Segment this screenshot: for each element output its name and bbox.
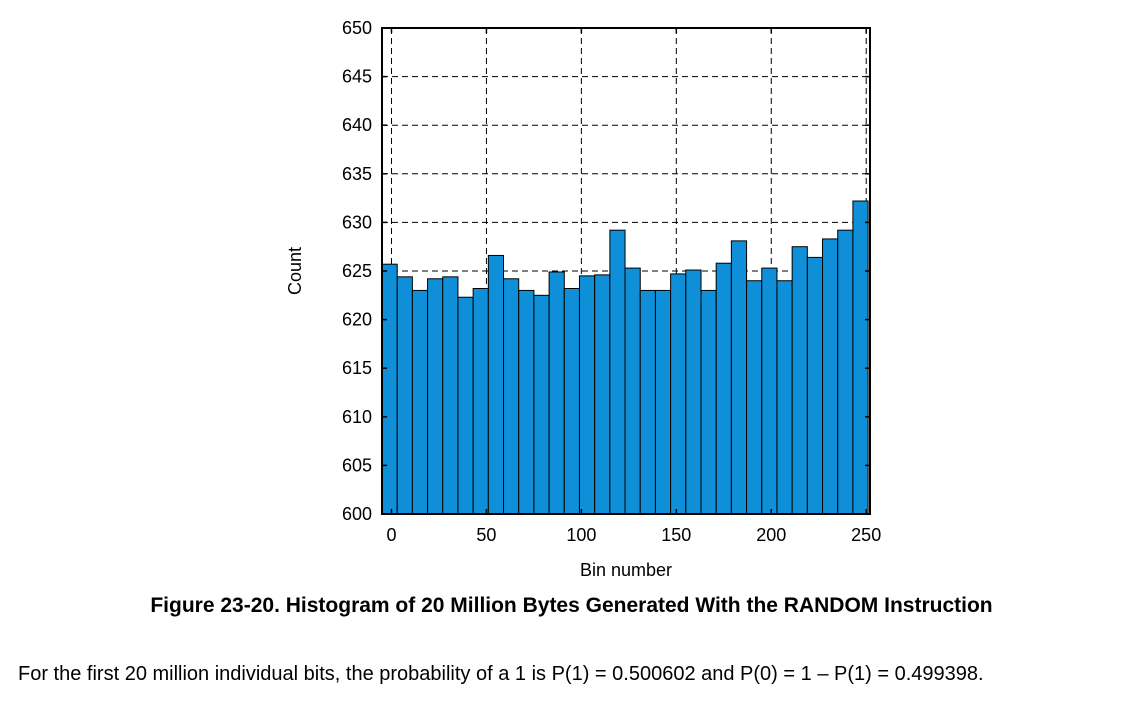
histogram-bar xyxy=(382,264,397,514)
y-tick-label: 650 xyxy=(342,18,372,38)
histogram-bar xyxy=(671,274,686,514)
histogram-bars xyxy=(382,201,868,514)
histogram-bar xyxy=(549,272,564,514)
histogram-bar xyxy=(853,201,868,514)
histogram-bar xyxy=(458,297,473,514)
histogram-bar xyxy=(640,290,655,514)
y-tick-label: 630 xyxy=(342,212,372,232)
histogram-bar xyxy=(838,230,853,514)
histogram-bar xyxy=(686,270,701,514)
histogram-bar xyxy=(412,290,427,514)
histogram-bar xyxy=(595,275,610,514)
histogram-bar xyxy=(655,290,670,514)
y-tick-label: 600 xyxy=(342,504,372,524)
histogram-bar xyxy=(428,279,443,514)
histogram-bar xyxy=(777,281,792,514)
histogram-bar xyxy=(762,268,777,514)
histogram-figure: 600 605 610 615 620 625 630 635 640 645 650 0 50 100 1… xyxy=(0,0,1143,590)
histogram-bar xyxy=(807,257,822,514)
histogram-bar xyxy=(579,276,594,514)
figure-caption: Figure 23-20. Histogram of 20 Million By… xyxy=(0,594,1143,618)
x-tick-label: 0 xyxy=(386,525,396,545)
histogram-bar xyxy=(534,295,549,514)
x-tick-label: 250 xyxy=(851,525,881,545)
y-tick-label: 610 xyxy=(342,407,372,427)
y-tick-label: 640 xyxy=(342,115,372,135)
histogram-bar xyxy=(701,290,716,514)
x-tick-label: 200 xyxy=(756,525,786,545)
histogram-bar xyxy=(610,230,625,514)
histogram-chart: 600 605 610 615 620 625 630 635 640 645 650 0 50 100 1… xyxy=(0,0,1143,590)
histogram-bar xyxy=(716,263,731,514)
histogram-bar xyxy=(488,255,503,514)
y-tick-label: 605 xyxy=(342,455,372,475)
histogram-bar xyxy=(625,268,640,514)
x-tick-label: 150 xyxy=(661,525,691,545)
histogram-bar xyxy=(443,277,458,514)
histogram-bar xyxy=(397,277,412,514)
x-tick-label: 50 xyxy=(476,525,496,545)
x-tick-label: 100 xyxy=(566,525,596,545)
y-axis-label: Count xyxy=(285,247,305,295)
histogram-bar xyxy=(747,281,762,514)
y-tick-label: 645 xyxy=(342,67,372,87)
histogram-bar xyxy=(731,241,746,514)
y-tick-label: 625 xyxy=(342,261,372,281)
histogram-bar xyxy=(473,288,488,514)
y-tick-label: 635 xyxy=(342,164,372,184)
y-tick-label: 615 xyxy=(342,358,372,378)
x-axis-label: Bin number xyxy=(580,560,672,580)
histogram-bar xyxy=(823,239,838,514)
histogram-bar xyxy=(564,288,579,514)
y-tick-label: 620 xyxy=(342,310,372,330)
histogram-bar xyxy=(504,279,519,514)
body-paragraph: For the first 20 million individual bits… xyxy=(18,662,1136,686)
histogram-bar xyxy=(519,290,534,514)
histogram-bar xyxy=(792,247,807,514)
